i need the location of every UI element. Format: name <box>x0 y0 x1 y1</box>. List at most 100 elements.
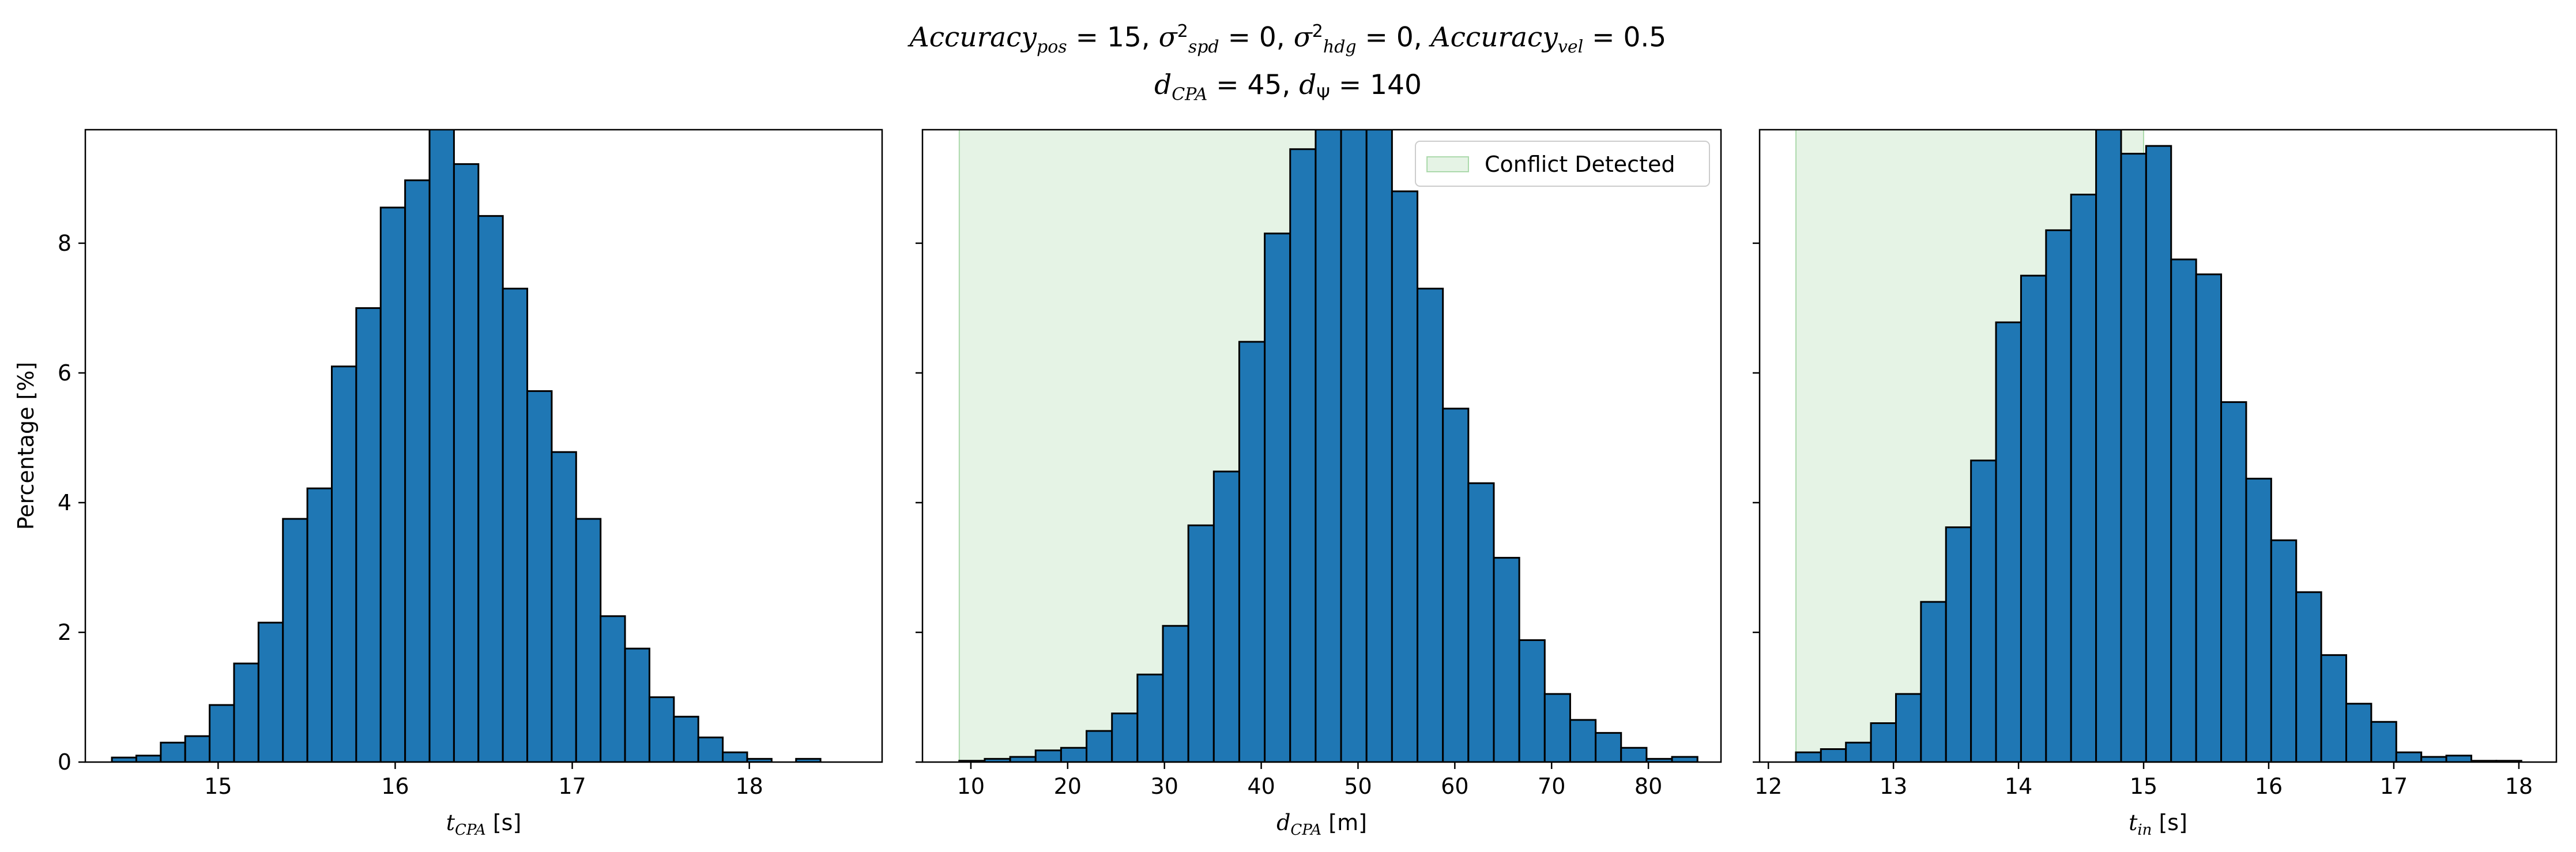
histogram-bar <box>2170 258 2197 762</box>
histogram-bar <box>233 662 259 762</box>
histogram-bar <box>1945 526 1972 762</box>
chart-panel-2: 10 20 30 40 50 60 70 80 dCPA [m] Conflict Detecte… <box>916 129 1748 839</box>
x-tick-label: 13 <box>1880 774 1907 799</box>
histogram-bar <box>135 755 162 762</box>
histogram-bar <box>1111 712 1139 762</box>
x-tick-label: 15 <box>2130 774 2157 799</box>
x-tick-label: 30 <box>1151 774 1178 799</box>
y-axis-label: Percentage [%] <box>13 362 39 530</box>
x-axis-label: tCPA [s] <box>446 810 522 839</box>
histogram-bar <box>1162 625 1189 762</box>
title-line-1: Accuracypos = 15, σ2spd = 0, σ2hdg = 0, … <box>909 21 1667 58</box>
x-tick-label: 20 <box>1054 774 1082 799</box>
histogram-bar <box>2345 703 2372 762</box>
histogram-bar <box>2045 229 2072 762</box>
histogram-bar <box>379 206 406 762</box>
y-tick-label: 8 <box>58 231 71 256</box>
histogram-bar <box>2245 477 2272 762</box>
histogram-bar <box>526 390 553 762</box>
histogram-bar <box>282 518 308 762</box>
histogram-bar <box>453 163 480 762</box>
histogram-bar <box>1467 482 1495 762</box>
title-line-2: dCPA = 45, dΨ = 140 <box>1154 69 1422 105</box>
x-tick-label: 10 <box>957 774 985 799</box>
x-tick-label: 18 <box>735 774 763 799</box>
histogram-bar <box>1870 722 1897 762</box>
histogram-bar <box>697 736 724 762</box>
x-tick-label: 14 <box>2005 774 2032 799</box>
histogram-bar <box>2020 274 2047 762</box>
histogram-bar <box>404 179 431 762</box>
histogram-bar <box>184 735 211 762</box>
x-tick-label: 16 <box>381 774 409 799</box>
histogram-bar <box>648 696 675 762</box>
y-tick-label: 6 <box>58 360 71 386</box>
histogram-bar <box>1060 747 1088 762</box>
histogram-bar <box>1493 557 1520 762</box>
histogram-bar <box>160 741 186 762</box>
x-tick-label: 70 <box>1538 774 1565 799</box>
histogram-bar <box>355 307 382 762</box>
histogram-bar <box>2445 755 2472 762</box>
histogram-bar <box>1034 749 1062 762</box>
legend-label: Conflict Detected <box>1485 152 1675 177</box>
histogram-bar <box>1920 601 1947 762</box>
histogram-bar <box>2270 539 2298 762</box>
plot-area <box>111 130 822 762</box>
histogram-bar <box>2370 721 2397 762</box>
histogram-bar <box>1795 751 1822 762</box>
histogram-bar <box>673 715 699 762</box>
y-tick-label: 0 <box>58 749 71 775</box>
axes-frame <box>1758 129 2558 763</box>
histogram-bar <box>1995 321 2022 762</box>
histogram-bar <box>1365 130 1393 762</box>
x-tick-label: 50 <box>1344 774 1372 799</box>
y-tick-label: 2 <box>58 620 71 645</box>
histogram-bar <box>2420 756 2447 762</box>
histogram-bar <box>2395 751 2423 762</box>
histogram-bar <box>1187 524 1215 762</box>
axes-frame <box>921 129 1722 763</box>
x-tick-label: 60 <box>1441 774 1468 799</box>
histogram-bar <box>477 215 504 762</box>
histogram-bar <box>1238 341 1266 762</box>
histogram-bar <box>551 451 577 762</box>
histogram-bar <box>1671 756 1698 762</box>
chart-panel-1: 15 16 17 18 0 2 4 6 8 tCPA [s] Percentage [%] <box>13 129 883 839</box>
histogram-bar <box>1417 288 1444 762</box>
histogram-bar <box>1845 741 1872 762</box>
chart-title: Accuracypos = 15, σ2spd = 0, σ2hdg = 0, … <box>0 13 2576 114</box>
x-tick-label: 40 <box>1247 774 1275 799</box>
histogram-bar <box>1212 470 1240 762</box>
histogram-bar <box>1518 639 1546 762</box>
histogram-bar <box>1086 730 1113 762</box>
x-tick-label: 15 <box>204 774 232 799</box>
histogram-bar <box>1315 130 1342 762</box>
histogram-bar <box>624 647 650 762</box>
histogram-bar <box>1569 719 1597 762</box>
histogram-bar <box>306 487 333 762</box>
histogram-bar <box>209 704 235 762</box>
histogram-bar <box>746 757 773 762</box>
histogram-bar <box>1391 190 1419 762</box>
histogram-bar <box>502 288 529 762</box>
x-tick-label: 18 <box>2505 774 2533 799</box>
x-tick-label: 12 <box>1754 774 1782 799</box>
chart-panel-3: 12 13 14 15 16 17 18 tin [s] <box>1753 129 2558 839</box>
x-tick-label: 80 <box>1635 774 1662 799</box>
histogram-bar <box>2070 194 2097 762</box>
histogram-bar <box>1264 232 1291 762</box>
histogram-bar <box>2145 145 2172 762</box>
histogram-bar <box>1895 693 1922 762</box>
plot-area <box>958 130 1748 762</box>
histogram-bar <box>2095 130 2122 762</box>
histogram-bar <box>1543 693 1571 762</box>
histogram-bar <box>1595 732 1622 762</box>
plot-area <box>1795 130 2522 762</box>
legend: Conflict Detected <box>1415 141 1710 187</box>
axes-frame <box>84 129 883 763</box>
histogram-bar <box>1340 130 1368 762</box>
histogram-bar <box>1723 761 1748 762</box>
